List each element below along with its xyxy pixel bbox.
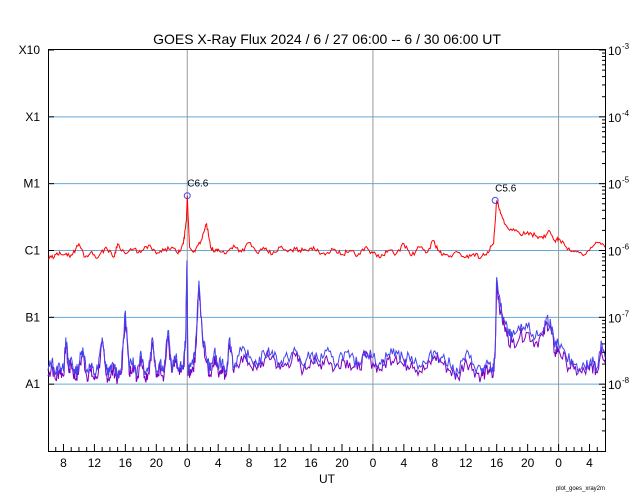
x-tick-label: 4 <box>401 456 408 470</box>
right-axis-base: 10 <box>608 245 622 259</box>
right-axis-base: 10 <box>608 178 622 192</box>
x-tick-label: 4 <box>215 456 222 470</box>
x-tick-label: 8 <box>431 456 438 470</box>
x-tick-label: 16 <box>304 456 318 470</box>
x-tick-label: 0 <box>555 456 562 470</box>
x-tick-label: 8 <box>246 456 253 470</box>
left-axis-label: X10 <box>19 43 41 57</box>
right-axis-exponent: -3 <box>622 42 630 51</box>
right-axis-exponent: -8 <box>622 376 630 385</box>
series-line-short <box>47 260 606 379</box>
plot-credit: plot_goes_xray2m <box>556 486 605 492</box>
x-tick-label: 0 <box>184 456 191 470</box>
right-axis-base: 10 <box>608 44 622 58</box>
x-tick-label: 12 <box>459 456 473 470</box>
x-tick-label: 12 <box>88 456 102 470</box>
left-axis-label: X1 <box>25 110 40 124</box>
left-axis-label: A1 <box>25 377 40 391</box>
series-line-short-dark <box>47 265 606 384</box>
right-axis-exponent: -7 <box>622 309 630 318</box>
x-axis-label: UT <box>319 472 336 486</box>
chart-title: GOES X-Ray Flux 2024 / 6 / 27 06:00 -- 6… <box>153 31 501 47</box>
right-axis-exponent: -6 <box>622 243 630 252</box>
left-axis-label: C1 <box>25 244 41 258</box>
right-axis-exponent: -4 <box>622 109 630 118</box>
x-tick-label: 16 <box>119 456 133 470</box>
x-tick-label: 20 <box>335 456 349 470</box>
flare-marker <box>491 196 499 204</box>
right-axis-exponent: -5 <box>622 176 630 185</box>
x-tick-label: 16 <box>490 456 504 470</box>
x-tick-label: 12 <box>273 456 287 470</box>
x-tick-label: 4 <box>586 456 593 470</box>
right-axis-base: 10 <box>608 311 622 325</box>
x-tick-label: 20 <box>521 456 535 470</box>
flare-label: C5.6 <box>495 183 517 194</box>
flare-label: C6.6 <box>187 179 209 190</box>
x-tick-label: 0 <box>370 456 377 470</box>
series-line-long <box>47 195 606 260</box>
right-axis-base: 10 <box>608 378 622 392</box>
x-tick-label: 8 <box>60 456 67 470</box>
flare-marker <box>183 192 191 200</box>
x-tick-label: 20 <box>150 456 164 470</box>
right-axis-base: 10 <box>608 111 622 125</box>
left-axis-label: M1 <box>23 177 40 191</box>
left-axis-label: B1 <box>25 310 40 324</box>
